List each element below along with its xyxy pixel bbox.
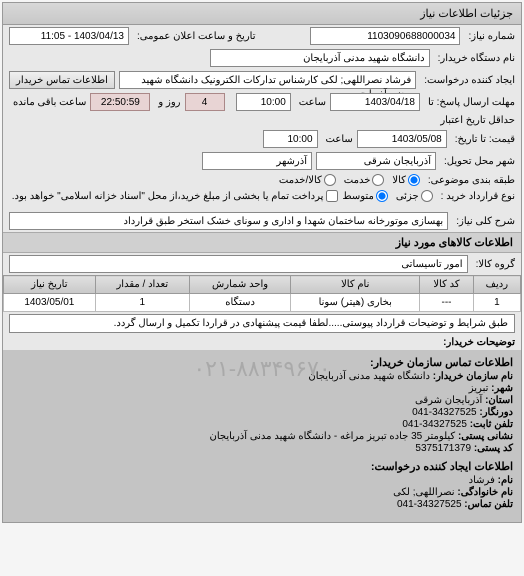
delivery-city-label: شهر محل تحویل: bbox=[440, 156, 515, 167]
city-label: شهر: bbox=[491, 383, 513, 394]
buyer-org-label: نام دستگاه خریدار: bbox=[434, 53, 515, 64]
class-label: طبقه بندی موضوعی: bbox=[424, 175, 515, 186]
fax-label: دورنگار: bbox=[479, 407, 513, 418]
col-name: نام کالا bbox=[291, 276, 420, 294]
zip-label: کد پستی: bbox=[474, 443, 513, 454]
treasury-note: پرداخت تمام یا بخشی از مبلغ خرید،از محل … bbox=[12, 191, 324, 202]
class-item-text: کالا bbox=[392, 175, 406, 186]
fill-date-field: 1403/05/08 bbox=[357, 130, 447, 148]
time-label-1: ساعت bbox=[295, 97, 326, 108]
tel-val: 34327525-041 bbox=[397, 499, 462, 510]
fname-label: نام: bbox=[498, 475, 513, 486]
niaz-no-label: شماره نیاز: bbox=[464, 31, 515, 42]
goods-section-title: اطلاعات کالاهای مورد نیاز bbox=[3, 232, 521, 253]
remain-time-field: 22:50:59 bbox=[90, 93, 150, 111]
contact-header-1: اطلاعات تماس سازمان خریدار: bbox=[11, 356, 513, 369]
cell-unit: دستگاه bbox=[189, 294, 290, 312]
panel-title: جزئیات اطلاعات نیاز bbox=[3, 3, 521, 25]
buy-partial-radio[interactable]: جزئی bbox=[396, 190, 433, 202]
details-panel: جزئیات اطلاعات نیاز شماره نیاز: 11030906… bbox=[2, 2, 522, 523]
contact-section: ۰۲۱-۸۸۳۴۹۶۷۰ اطلاعات تماس سازمان خریدار:… bbox=[3, 350, 521, 522]
lname-label: نام خانوادگی: bbox=[457, 487, 513, 498]
class-service-text: خدمت bbox=[344, 175, 371, 186]
desc-label: شرح کلی نیاز: bbox=[452, 216, 515, 227]
org-name: دانشگاه شهید مدنی آذربایجان bbox=[308, 371, 430, 382]
lname-val: نصراللهی; لکی bbox=[393, 487, 455, 498]
requester-field: فرشاد نصراللهی; لکی کارشناس تدارکات الکت… bbox=[119, 71, 416, 89]
buy-mid-text: متوسط bbox=[342, 191, 373, 202]
remain-time-label: ساعت باقی مانده bbox=[9, 97, 86, 108]
table-row[interactable]: 1 --- بخاری (هیتر) سونا دستگاه 1 1403/05… bbox=[4, 294, 521, 312]
col-code: کد کالا bbox=[420, 276, 473, 294]
delivery-province-field: آذربایجان شرقی bbox=[316, 152, 436, 170]
deadline-time-field: 10:00 bbox=[236, 93, 291, 111]
phone-label: تلفن ثابت: bbox=[470, 419, 513, 430]
treasury-checkbox[interactable]: پرداخت تمام یا بخشی از مبلغ خرید،از محل … bbox=[12, 190, 339, 202]
group-label: گروه کالا: bbox=[472, 259, 515, 270]
announce-field: 1403/04/13 - 11:05 bbox=[9, 27, 129, 45]
phone-val: 34327525-041 bbox=[402, 419, 467, 430]
time-label-2: ساعت bbox=[322, 134, 353, 145]
fax-val: 34327525-041 bbox=[412, 407, 477, 418]
buyer-notes-label: توضیحات خریدار: bbox=[439, 337, 515, 348]
tel-label: تلفن تماس: bbox=[464, 499, 513, 510]
city-val: تبریز bbox=[469, 383, 489, 394]
buy-type-radio-group: جزئی متوسط bbox=[342, 190, 432, 202]
class-both-radio[interactable]: کالا/خدمت bbox=[279, 174, 336, 186]
postal-label: نشانی پستی: bbox=[458, 431, 513, 442]
remain-days-label: روز و bbox=[154, 97, 180, 108]
postal-val: کیلومتر 35 جاده تبریز مراغه - دانشگاه شه… bbox=[210, 431, 456, 442]
province-val: آذربایجان شرقی bbox=[415, 395, 482, 406]
delivery-city-field: آذرشهر bbox=[202, 152, 312, 170]
fill-date-label: قیمت: تا تاریخ: bbox=[451, 134, 515, 145]
validity-label: حداقل تاریخ اعتبار bbox=[436, 115, 515, 126]
col-qty: تعداد / مقدار bbox=[95, 276, 189, 294]
cell-name: بخاری (هیتر) سونا bbox=[291, 294, 420, 312]
org-name-label: نام سازمان خریدار: bbox=[433, 371, 513, 382]
cell-date: 1403/05/01 bbox=[4, 294, 96, 312]
zip-val: 5375171379 bbox=[415, 443, 471, 454]
class-radio-group: کالا خدمت کالا/خدمت bbox=[279, 174, 420, 186]
remain-days-field: 4 bbox=[185, 93, 225, 111]
col-row: ردیف bbox=[473, 276, 520, 294]
desc-field: بهسازی موتورخانه ساختمان شهدا و اداری و … bbox=[9, 212, 448, 230]
contact-info-button[interactable]: اطلاعات تماس خریدار bbox=[9, 71, 115, 89]
class-service-radio[interactable]: خدمت bbox=[344, 174, 385, 186]
fname-val: فرشاد bbox=[469, 475, 495, 486]
col-unit: واحد شمارش bbox=[189, 276, 290, 294]
niaz-no-field: 1103090688000034 bbox=[310, 27, 460, 45]
cell-row: 1 bbox=[473, 294, 520, 312]
cell-qty: 1 bbox=[95, 294, 189, 312]
cell-code: --- bbox=[420, 294, 473, 312]
announce-label: تاریخ و ساعت اعلان عمومی: bbox=[133, 31, 256, 42]
buyer-org-field: دانشگاه شهید مدنی آذربایجان bbox=[210, 49, 430, 67]
class-item-radio[interactable]: کالا bbox=[392, 174, 420, 186]
buy-mid-radio[interactable]: متوسط bbox=[342, 190, 387, 202]
col-date: تاریخ نیاز bbox=[4, 276, 96, 294]
buy-partial-text: جزئی bbox=[396, 191, 419, 202]
goods-note: طبق شرایط و توضیحات قرارداد پیوستی.....ل… bbox=[9, 314, 515, 333]
fill-time-field: 10:00 bbox=[263, 130, 318, 148]
province-label: استان: bbox=[485, 395, 513, 406]
group-field: امور تاسیساتی bbox=[9, 255, 468, 273]
class-both-text: کالا/خدمت bbox=[279, 175, 322, 186]
requester-label: ایجاد کننده درخواست: bbox=[420, 75, 515, 86]
deadline-label: مهلت ارسال پاسخ: تا bbox=[424, 97, 515, 108]
contact-header-2: اطلاعات ایجاد کننده درخواست: bbox=[11, 460, 513, 473]
buy-type-label: نوع قرارداد خرید : bbox=[437, 191, 515, 202]
goods-table: ردیف کد کالا نام کالا واحد شمارش تعداد /… bbox=[3, 275, 521, 312]
deadline-date-field: 1403/04/18 bbox=[330, 93, 420, 111]
